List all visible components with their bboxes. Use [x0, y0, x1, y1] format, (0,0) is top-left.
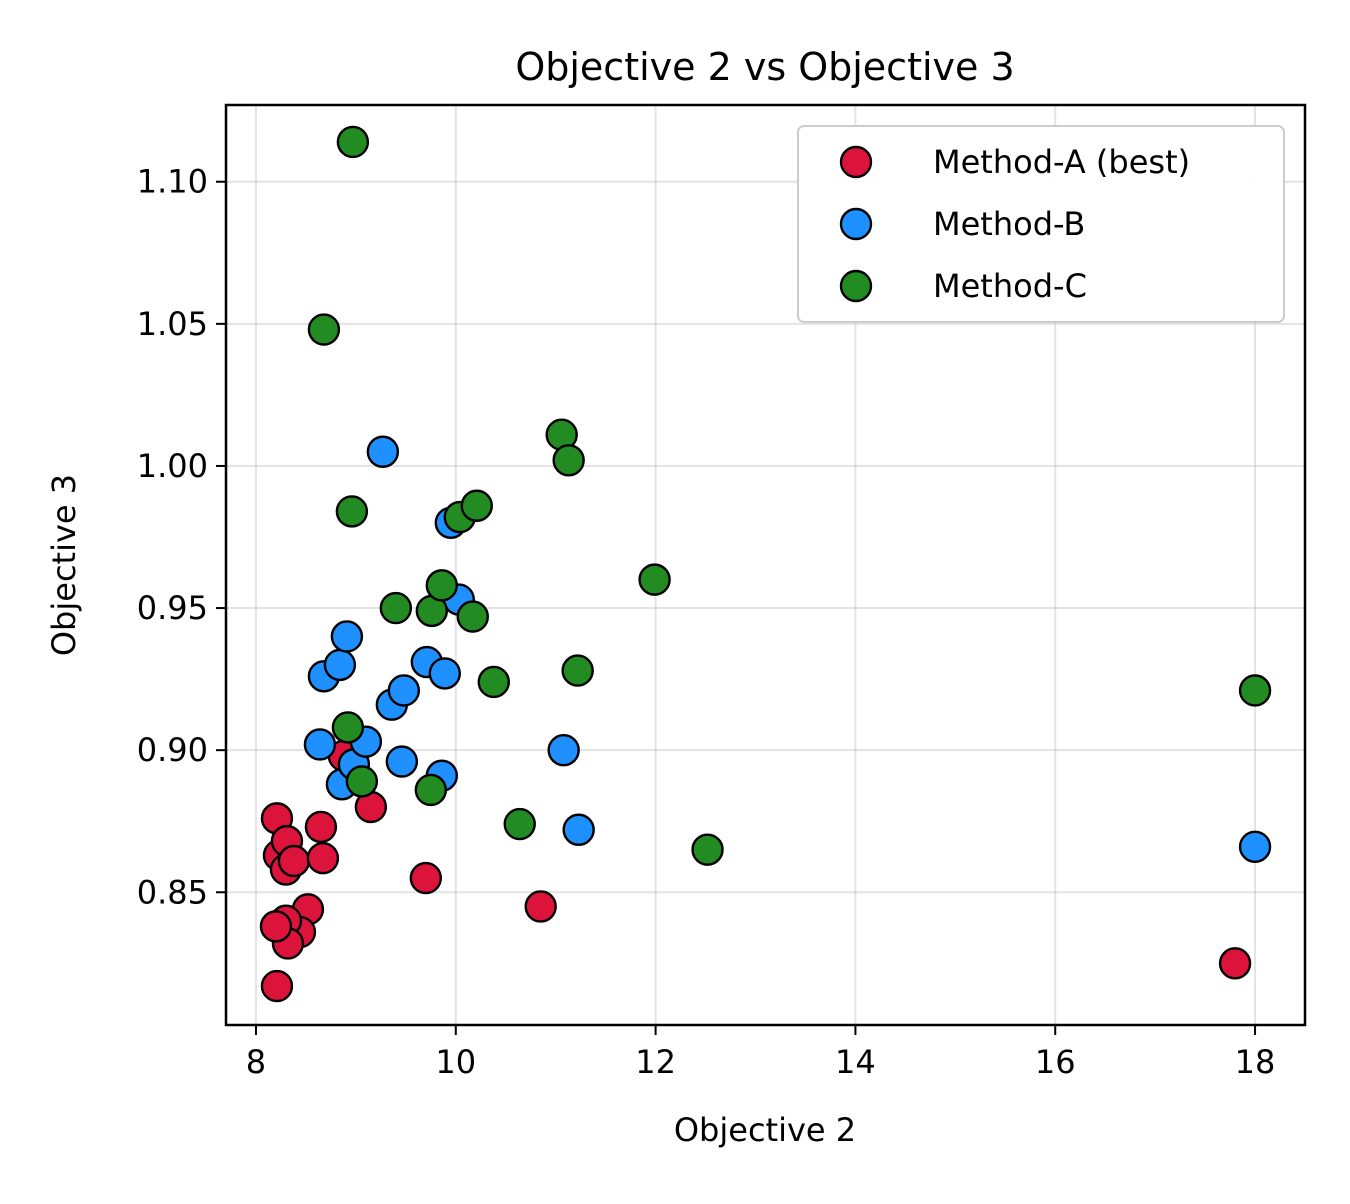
data-point — [1238, 830, 1272, 863]
axis-ticks: 8 10 12 14 16 18 0.85 0.90 0.95 1.00 1.05 1.10 — [137, 163, 1276, 1081]
series-3 — [307, 125, 1272, 866]
data-point — [335, 495, 369, 528]
data-point — [524, 890, 557, 923]
data-point — [552, 444, 585, 477]
x-tick-label: 10 — [435, 1043, 476, 1081]
y-tick-label: 0.95 — [137, 589, 208, 627]
legend: Method-A (best) Method-B Method-C — [797, 125, 1285, 323]
data-point — [336, 125, 370, 159]
data-point — [379, 591, 413, 625]
y-tick-label: 1.05 — [137, 305, 208, 343]
data-point — [691, 833, 724, 866]
y-axis-label: Objective 3 — [45, 474, 83, 656]
legend-label: Method-A (best) — [933, 143, 1190, 181]
x-tick-label: 14 — [835, 1043, 876, 1081]
legend-box — [797, 125, 1285, 323]
legend-marker — [839, 207, 873, 241]
data-points — [259, 125, 1272, 1003]
x-tick-label: 18 — [1235, 1043, 1276, 1081]
data-point — [277, 844, 311, 878]
data-point — [409, 861, 443, 895]
legend-marker — [839, 269, 873, 303]
data-point — [414, 773, 448, 807]
x-tick-label: 8 — [246, 1043, 266, 1081]
data-point — [323, 648, 357, 682]
data-point — [345, 765, 379, 798]
data-point — [303, 728, 337, 761]
data-point — [562, 813, 595, 846]
y-tick-label: 1.00 — [137, 447, 208, 485]
chart-title: Objective 2 vs Objective 3 — [515, 45, 1014, 89]
y-tick-label: 1.10 — [137, 163, 208, 201]
data-point — [1238, 674, 1272, 707]
data-point — [306, 841, 340, 875]
x-tick-label: 12 — [635, 1043, 676, 1081]
data-point — [425, 569, 458, 602]
y-tick-label: 0.90 — [137, 731, 208, 769]
y-tick-label: 0.85 — [137, 873, 208, 911]
data-point — [259, 910, 293, 943]
data-point — [547, 733, 580, 767]
data-point — [331, 711, 365, 744]
data-point — [366, 435, 400, 468]
data-point — [387, 674, 421, 707]
x-tick-label: 16 — [1035, 1043, 1076, 1081]
data-point — [330, 620, 364, 653]
data-point — [477, 665, 510, 699]
data-point — [1218, 947, 1252, 980]
x-axis-label: Objective 2 — [674, 1111, 856, 1149]
data-point — [638, 563, 671, 596]
data-point — [561, 654, 594, 687]
legend-label: Method-B — [933, 205, 1085, 243]
data-point — [460, 489, 493, 522]
legend-marker — [839, 145, 873, 179]
data-point — [456, 600, 489, 633]
data-point — [304, 810, 338, 844]
data-point — [385, 745, 419, 778]
data-point — [307, 313, 341, 346]
legend-label: Method-C — [933, 267, 1087, 305]
plot-frame — [224, 103, 1307, 1027]
legend-items: Method-A (best) Method-B Method-C — [839, 143, 1190, 305]
data-point — [428, 657, 461, 690]
data-point — [260, 969, 294, 1003]
data-point — [503, 807, 536, 841]
